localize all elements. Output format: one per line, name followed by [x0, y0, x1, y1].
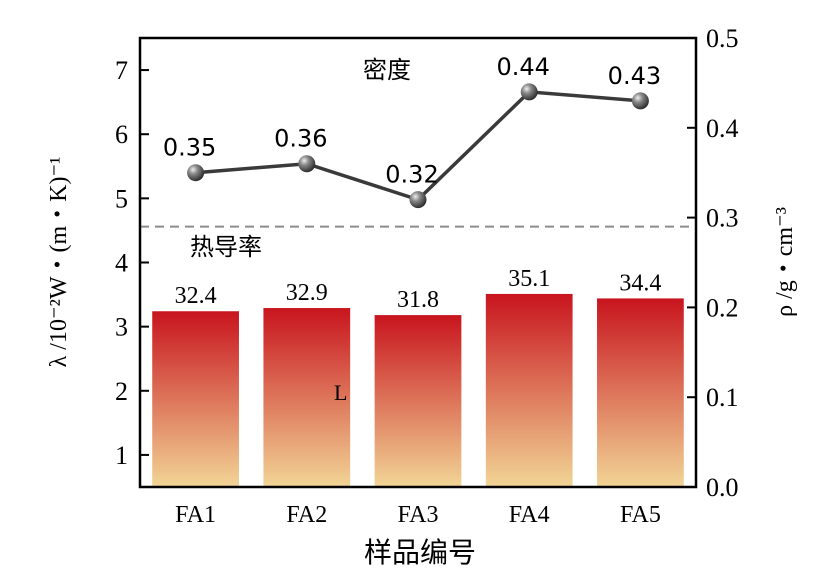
bar-FA4	[485, 293, 573, 487]
y-axis-right-title: ρ /g・cm⁻³	[772, 207, 798, 317]
y-left-tick-label: 5	[115, 184, 128, 213]
bar-FA1	[152, 311, 239, 487]
y-left-tick-label: 6	[115, 120, 128, 149]
bar-value-label: 34.4	[619, 270, 661, 296]
y-right-tick-label: 0.5	[706, 24, 739, 53]
y-right-tick-label: 0.1	[706, 383, 739, 412]
density-value-label: 0.43	[608, 62, 661, 90]
y-right-tick-label: 0.0	[706, 473, 739, 502]
y-right-tick-label: 0.4	[706, 114, 739, 143]
bar-value-label: 31.8	[397, 287, 439, 313]
stray-text-label: L	[334, 380, 347, 405]
bar-value-label: 35.1	[508, 266, 550, 292]
line-series-label: 密度	[363, 57, 411, 84]
bar-FA3	[374, 315, 462, 487]
y-axis-left-title: λ /10⁻²W・(m・K)⁻¹	[46, 157, 72, 368]
y-left-tick-label: 4	[115, 249, 128, 278]
x-tick-label: FA5	[620, 502, 661, 528]
bar-value-label: 32.4	[175, 283, 217, 309]
axes-layer: 1 2 3 4 5 6 7 0.0 0.1 0.2 0.3 0.4 0.5 FA1 FA2 FA3 FA4 FA5	[115, 24, 739, 528]
y-right-tick-label: 0.2	[706, 293, 739, 322]
y-left-tick-label: 3	[115, 313, 128, 342]
density-value-label: 0.35	[163, 134, 216, 162]
density-value-label: 0.36	[274, 125, 327, 153]
y-left-tick-label: 7	[115, 56, 128, 85]
y-left-tick-label: 2	[115, 377, 128, 406]
density-point	[298, 155, 316, 173]
y-left-tick-label: 1	[115, 441, 128, 470]
bar-FA5	[597, 298, 684, 487]
density-line-layer: 0.35 0.36 0.32 0.44 0.43	[163, 53, 661, 209]
bars-layer: 32.4 32.9 31.8 35.1 34.4	[152, 266, 684, 487]
density-point	[409, 191, 427, 209]
bar-FA2	[263, 308, 351, 487]
bar-value-label: 32.9	[286, 280, 328, 306]
y-right-tick-label: 0.3	[706, 204, 739, 233]
x-tick-label: FA1	[175, 502, 216, 528]
density-value-label: 0.32	[385, 161, 438, 189]
bar-series-label: 热导率	[190, 234, 262, 261]
density-point	[187, 164, 205, 182]
density-value-label: 0.44	[496, 53, 549, 81]
x-tick-label: FA4	[509, 502, 550, 528]
x-tick-label: FA2	[286, 502, 327, 528]
density-point	[631, 92, 649, 110]
x-tick-label: FA3	[398, 502, 439, 528]
density-point	[520, 83, 538, 101]
x-axis-title: 样品编号	[364, 537, 476, 569]
